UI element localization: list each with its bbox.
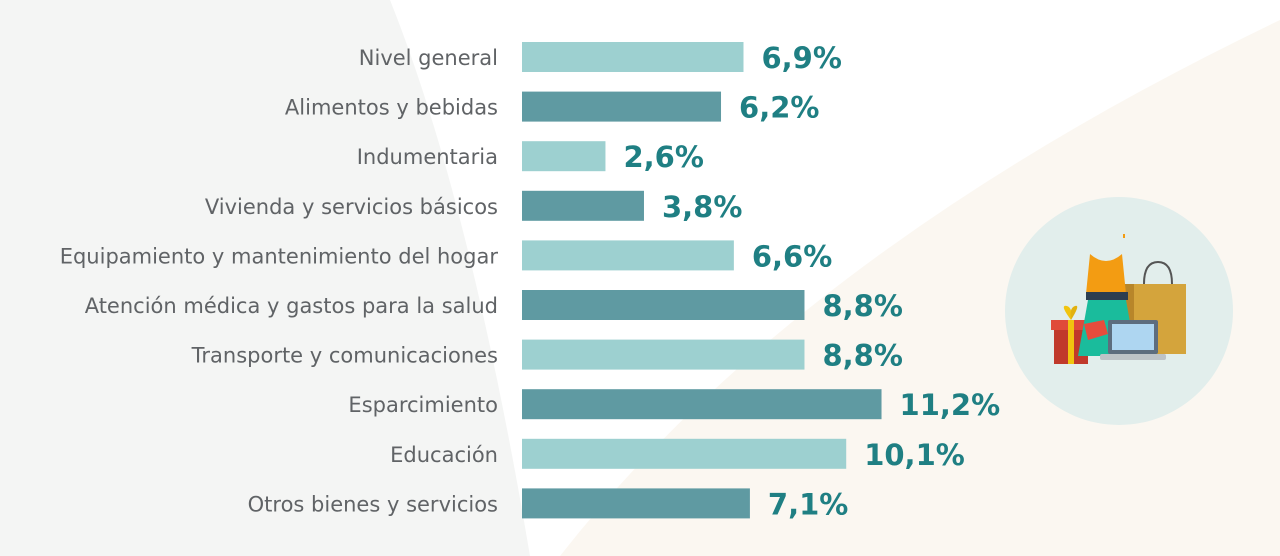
value-label: 6,2% — [739, 91, 819, 125]
value-label: 10,1% — [864, 438, 965, 472]
value-label: 7,1% — [768, 487, 848, 521]
category-label: Educación — [390, 443, 498, 467]
shopping-items-icon — [1005, 197, 1233, 425]
bar — [522, 91, 722, 122]
bar — [522, 290, 805, 320]
value-label: 6,6% — [752, 239, 832, 273]
bar — [522, 438, 847, 469]
category-label: Otros bienes y servicios — [248, 492, 498, 516]
bar — [522, 42, 744, 72]
bar — [522, 240, 734, 271]
category-label: Atención médica y gastos para la salud — [85, 294, 498, 318]
value-label: 3,8% — [662, 190, 742, 224]
bar — [522, 488, 750, 519]
category-label: Vivienda y servicios básicos — [205, 195, 498, 219]
category-label: Alimentos y bebidas — [285, 96, 498, 120]
category-label: Equipamiento y mantenimiento del hogar — [60, 244, 499, 268]
value-label: 11,2% — [900, 388, 1001, 422]
bar — [522, 389, 882, 420]
category-label: Esparcimiento — [348, 393, 498, 417]
value-label: 8,8% — [822, 339, 902, 373]
bar — [522, 339, 805, 370]
bar — [522, 190, 644, 221]
value-label: 6,9% — [761, 41, 841, 75]
category-label: Transporte y comunicaciones — [191, 344, 498, 368]
category-label: Indumentaria — [357, 145, 498, 169]
bar — [522, 141, 606, 172]
value-label: 2,6% — [623, 140, 703, 174]
value-label: 8,8% — [822, 289, 902, 323]
category-label: Nivel general — [359, 46, 498, 70]
